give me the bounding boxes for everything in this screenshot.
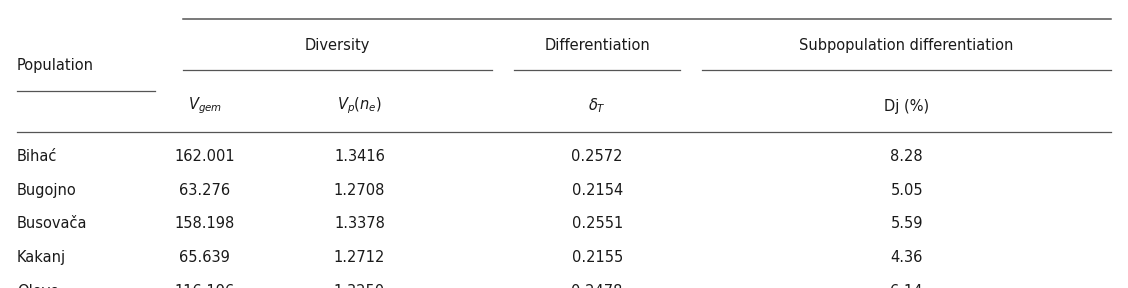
Text: $V_{gem}$: $V_{gem}$ <box>187 96 222 116</box>
Text: 158.198: 158.198 <box>175 216 235 231</box>
Text: 4.36: 4.36 <box>890 250 923 265</box>
Text: 5.59: 5.59 <box>890 216 923 231</box>
Text: Olovo: Olovo <box>17 284 59 288</box>
Text: 65.639: 65.639 <box>179 250 230 265</box>
Text: 1.2708: 1.2708 <box>334 183 385 198</box>
Text: Bugojno: Bugojno <box>17 183 77 198</box>
Text: 0.2478: 0.2478 <box>572 284 623 288</box>
Text: 8.28: 8.28 <box>890 149 923 164</box>
Text: $\delta_T$: $\delta_T$ <box>588 97 606 115</box>
Text: Diversity: Diversity <box>305 38 370 53</box>
Text: Bihać: Bihać <box>17 149 58 164</box>
Text: 0.2154: 0.2154 <box>572 183 623 198</box>
Text: Differentiation: Differentiation <box>545 38 650 53</box>
Text: 162.001: 162.001 <box>175 149 235 164</box>
Text: Subpopulation differentiation: Subpopulation differentiation <box>800 38 1014 53</box>
Text: 116.196: 116.196 <box>175 284 235 288</box>
Text: 1.3250: 1.3250 <box>334 284 385 288</box>
Text: 0.2572: 0.2572 <box>572 149 623 164</box>
Text: Kakanj: Kakanj <box>17 250 65 265</box>
Text: 63.276: 63.276 <box>179 183 230 198</box>
Text: Population: Population <box>17 58 94 73</box>
Text: 0.2551: 0.2551 <box>572 216 623 231</box>
Text: 1.3378: 1.3378 <box>334 216 385 231</box>
Text: Dj (%): Dj (%) <box>884 98 929 113</box>
Text: 1.2712: 1.2712 <box>334 250 385 265</box>
Text: 5.05: 5.05 <box>890 183 923 198</box>
Text: 0.2155: 0.2155 <box>572 250 623 265</box>
Text: 6.14: 6.14 <box>890 284 923 288</box>
Text: $V_p(n_e)$: $V_p(n_e)$ <box>337 96 382 116</box>
Text: Busovača: Busovača <box>17 216 87 231</box>
Text: 1.3416: 1.3416 <box>334 149 385 164</box>
